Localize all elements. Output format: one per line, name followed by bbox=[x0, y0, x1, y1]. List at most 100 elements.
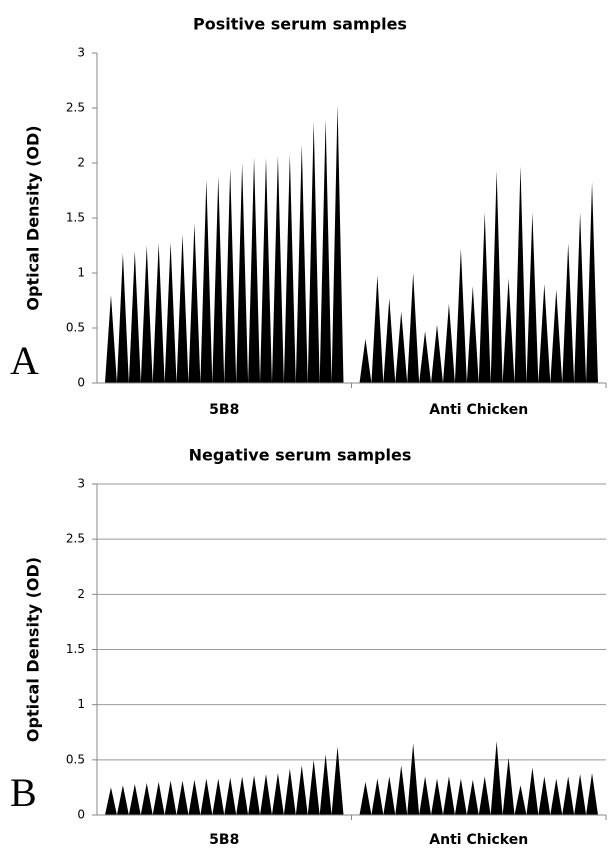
spike bbox=[212, 176, 225, 383]
y-axis-label: Optical Density (OD) bbox=[24, 557, 43, 742]
panel-label: B bbox=[10, 770, 37, 815]
spike bbox=[442, 303, 455, 383]
spike bbox=[550, 778, 563, 815]
spike bbox=[200, 778, 213, 815]
spike bbox=[562, 776, 575, 815]
spike bbox=[383, 776, 396, 815]
spike bbox=[407, 743, 420, 815]
spike bbox=[454, 778, 467, 815]
spike bbox=[224, 168, 237, 383]
spike bbox=[105, 295, 117, 383]
spike bbox=[295, 144, 308, 383]
spike bbox=[260, 774, 272, 815]
spike bbox=[260, 157, 272, 383]
spike bbox=[466, 286, 479, 383]
y-tick-label: 3 bbox=[77, 46, 85, 60]
spike bbox=[526, 767, 539, 815]
spike bbox=[478, 212, 491, 383]
y-tick-label: 0.5 bbox=[66, 752, 85, 766]
spike bbox=[407, 273, 420, 383]
spike bbox=[514, 785, 527, 815]
spike bbox=[431, 778, 443, 815]
x-tick-label: Anti Chicken bbox=[429, 402, 528, 418]
chart-title: Positive serum samples bbox=[193, 15, 407, 34]
spike bbox=[331, 746, 344, 815]
spike bbox=[562, 243, 575, 383]
y-tick-label: 2 bbox=[77, 156, 85, 170]
y-tick-label: 3 bbox=[77, 477, 85, 491]
spike bbox=[383, 298, 396, 383]
y-axis-label: Optical Density (OD) bbox=[24, 125, 43, 310]
spike bbox=[454, 248, 467, 383]
spike bbox=[176, 234, 189, 383]
spike bbox=[331, 104, 344, 383]
spike bbox=[319, 119, 332, 383]
spike bbox=[283, 768, 296, 815]
spike bbox=[307, 121, 320, 383]
spike bbox=[271, 155, 284, 383]
spike bbox=[419, 331, 432, 383]
spike bbox=[442, 776, 455, 815]
spike bbox=[502, 278, 515, 383]
spike bbox=[212, 778, 225, 815]
spike bbox=[307, 759, 320, 815]
spike bbox=[526, 212, 539, 383]
spike bbox=[140, 783, 153, 815]
chart-title: Negative serum samples bbox=[189, 446, 412, 465]
spike bbox=[295, 765, 308, 815]
spike bbox=[105, 787, 117, 815]
spike bbox=[550, 289, 563, 383]
y-tick-label: 2 bbox=[77, 587, 85, 601]
spike bbox=[538, 284, 551, 383]
x-tick-label: Anti Chicken bbox=[429, 832, 528, 848]
x-tick-label: 5B8 bbox=[209, 402, 239, 418]
spike bbox=[224, 777, 237, 815]
spike bbox=[319, 754, 332, 815]
x-tick-label: 5B8 bbox=[209, 832, 239, 848]
spike bbox=[236, 776, 249, 815]
spike bbox=[271, 773, 284, 815]
spike bbox=[283, 154, 296, 383]
y-tick-label: 2.5 bbox=[66, 101, 85, 115]
spike bbox=[128, 784, 141, 815]
y-tick-label: 1.5 bbox=[66, 642, 85, 656]
spike bbox=[538, 776, 551, 815]
y-tick-label: 1.5 bbox=[66, 211, 85, 225]
spike bbox=[395, 765, 408, 815]
spike bbox=[359, 339, 372, 383]
panel-label: A bbox=[10, 338, 39, 383]
spike bbox=[128, 251, 141, 383]
spike bbox=[116, 785, 129, 815]
spike bbox=[419, 776, 432, 815]
spike bbox=[395, 311, 408, 383]
spike bbox=[248, 775, 261, 815]
spike bbox=[490, 741, 503, 815]
spike bbox=[140, 245, 153, 383]
y-tick-label: 1 bbox=[77, 697, 85, 711]
spike bbox=[431, 324, 443, 383]
spike bbox=[200, 179, 213, 383]
spike bbox=[176, 780, 189, 815]
y-tick-label: 0.5 bbox=[66, 321, 85, 335]
spike bbox=[188, 223, 201, 383]
spike bbox=[586, 181, 598, 383]
y-tick-label: 1 bbox=[77, 266, 85, 280]
spike bbox=[152, 243, 165, 383]
spike bbox=[248, 157, 261, 383]
spike bbox=[574, 774, 587, 815]
spike bbox=[574, 212, 587, 383]
spike bbox=[514, 166, 527, 383]
spike bbox=[490, 170, 503, 383]
spike bbox=[359, 781, 372, 815]
spike bbox=[586, 773, 598, 815]
spike bbox=[164, 780, 177, 815]
spike bbox=[371, 275, 384, 383]
spike bbox=[164, 242, 177, 383]
spike bbox=[502, 757, 515, 815]
spike bbox=[188, 779, 201, 815]
spike bbox=[478, 776, 491, 815]
y-tick-label: 2.5 bbox=[66, 532, 85, 546]
spike bbox=[152, 781, 165, 815]
y-tick-label: 0 bbox=[77, 808, 85, 822]
